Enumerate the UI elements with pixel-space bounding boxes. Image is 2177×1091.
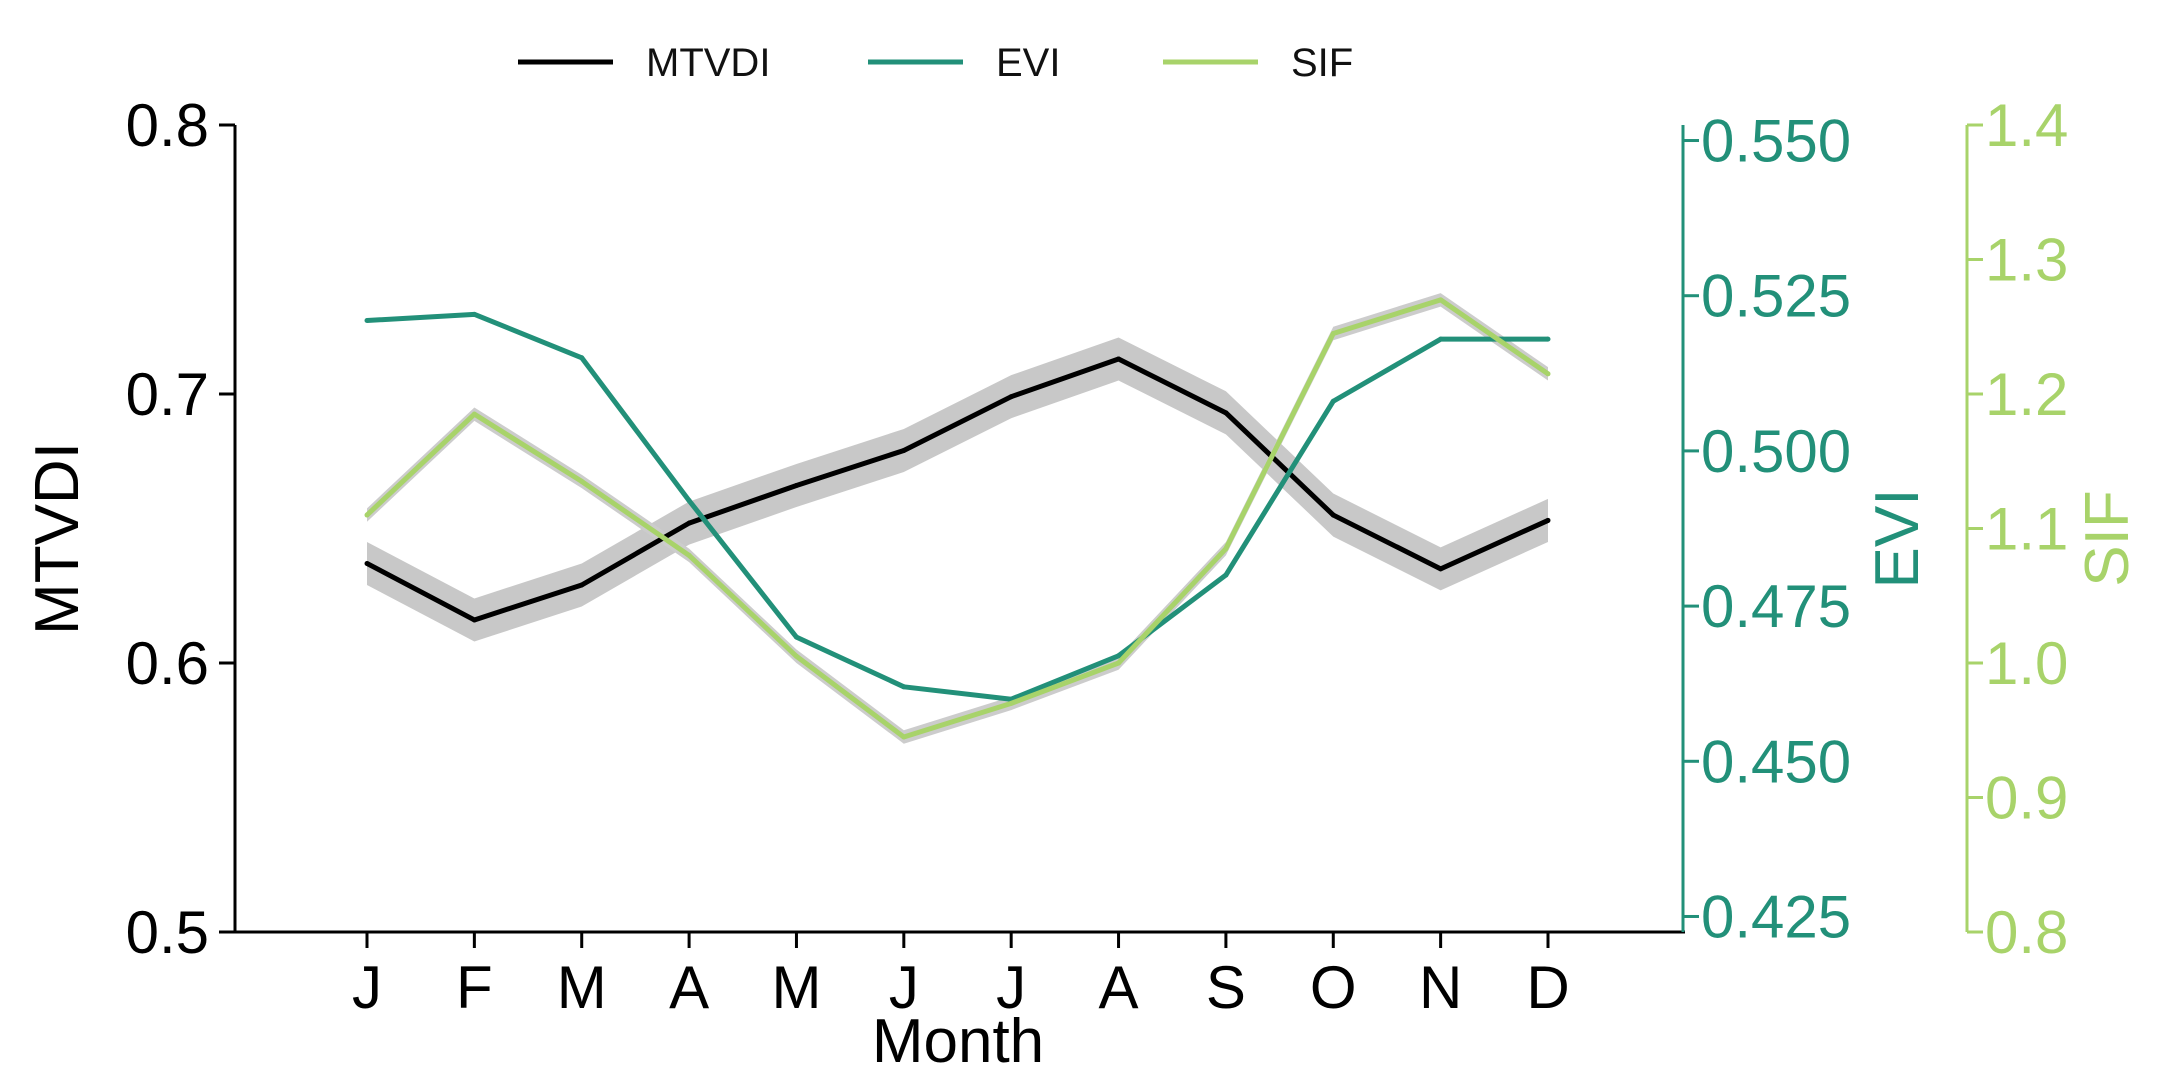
left-y-axis-tick-label: 0.7 xyxy=(126,361,209,428)
sif-y-axis-tick-label: 1.3 xyxy=(1985,227,2068,294)
mtvdi-point xyxy=(686,520,692,526)
sif-point xyxy=(1438,297,1444,303)
evi-line xyxy=(366,311,1548,702)
sif-point xyxy=(901,734,907,740)
mtvdi-point xyxy=(1223,410,1229,416)
x-tick-label: M xyxy=(557,954,607,1021)
legend: MTVDI EVI SIF xyxy=(518,41,1353,85)
evi-point xyxy=(686,498,692,504)
left-y-axis-tick-label: 0.6 xyxy=(126,630,209,697)
mtvdi-line xyxy=(365,356,1550,623)
sif-point xyxy=(1223,546,1229,552)
sif-y-axis-tick-label: 1.1 xyxy=(1985,496,2068,563)
mtvdi-point xyxy=(364,560,370,566)
mtvdi-point xyxy=(471,617,477,623)
x-tick-label: D xyxy=(1526,954,1569,1021)
mtvdi-point xyxy=(1008,394,1014,400)
x-tick-label: J xyxy=(889,954,919,1021)
x-tick-label: J xyxy=(352,954,382,1021)
sif-point xyxy=(793,653,799,659)
x-tick-label: O xyxy=(1310,954,1357,1021)
sif-point xyxy=(364,512,370,518)
sif-point xyxy=(1116,660,1122,666)
sif-point xyxy=(471,411,477,417)
mtvdi-point xyxy=(1330,512,1336,518)
x-axis-title: Month xyxy=(872,1007,1044,1076)
mtvdi-point xyxy=(1438,566,1444,572)
evi-y-axis-tick-label: 0.500 xyxy=(1701,418,1851,485)
mtvdi-point xyxy=(579,582,585,588)
legend-label-sif: SIF xyxy=(1291,41,1353,85)
left-y-axis-tick-label: 0.8 xyxy=(126,92,209,159)
sif-line xyxy=(365,297,1550,740)
evi-point xyxy=(901,684,907,690)
evi-y-axis-tick-label: 0.475 xyxy=(1701,573,1851,640)
sif-point xyxy=(1330,330,1336,336)
evi-point xyxy=(1116,653,1122,659)
sif-y-axis-tick-label: 1.4 xyxy=(1985,92,2068,159)
x-tick-label: A xyxy=(1099,954,1139,1021)
sif-y-axis-tick-label: 0.9 xyxy=(1985,765,2068,832)
series-lines xyxy=(364,297,1551,740)
sif-point xyxy=(686,552,692,558)
x-tick-label: M xyxy=(771,954,821,1021)
evi-point xyxy=(579,355,585,361)
uncertainty-bands xyxy=(367,293,1548,744)
left-y-axis-title: MTVDI xyxy=(23,442,92,635)
evi-y-axis-tick-label: 0.425 xyxy=(1701,883,1851,950)
evi-y-axis-title: EVI xyxy=(1863,489,1932,589)
x-tick-label: S xyxy=(1206,954,1246,1021)
sif-y-axis-title: SIF xyxy=(2073,490,2142,586)
evi-y-axis-tick-label: 0.525 xyxy=(1701,263,1851,330)
evi-point xyxy=(471,311,477,317)
mtvdi-point xyxy=(1116,356,1122,362)
legend-label-evi: EVI xyxy=(996,41,1060,85)
legend-label-mtvdi: MTVDI xyxy=(646,41,770,85)
mtvdi-point xyxy=(793,482,799,488)
sif-y-axis-tick-label: 0.8 xyxy=(1985,899,2068,966)
evi-point xyxy=(364,318,370,324)
sif-y-axis-tick-label: 1.0 xyxy=(1985,630,2068,697)
x-tick-label: F xyxy=(456,954,493,1021)
axes: J F M A M J J A S O N D0.50.60.70.8MTVDI0.4250.4500… xyxy=(23,92,2142,1021)
evi-point xyxy=(1223,572,1229,578)
sif-y-axis-tick-label: 1.2 xyxy=(1985,361,2068,428)
x-tick-label: A xyxy=(669,954,709,1021)
x-tick-label: J xyxy=(996,954,1026,1021)
left-y-axis-tick-label: 0.5 xyxy=(126,899,209,966)
evi-y-axis-tick-label: 0.450 xyxy=(1701,728,1851,795)
evi-point xyxy=(1438,336,1444,342)
sif-point xyxy=(1545,371,1551,377)
mtvdi-point xyxy=(901,447,907,453)
evi-point xyxy=(1545,336,1551,342)
sif-point xyxy=(1008,700,1014,706)
evi-point xyxy=(793,634,799,640)
sif-point xyxy=(579,478,585,484)
x-tick-label: N xyxy=(1419,954,1462,1021)
mtvdi-band xyxy=(367,337,1548,642)
evi-y-axis-tick-label: 0.550 xyxy=(1701,108,1851,175)
evi-point xyxy=(1330,398,1336,404)
mtvdi-point xyxy=(1545,517,1551,523)
